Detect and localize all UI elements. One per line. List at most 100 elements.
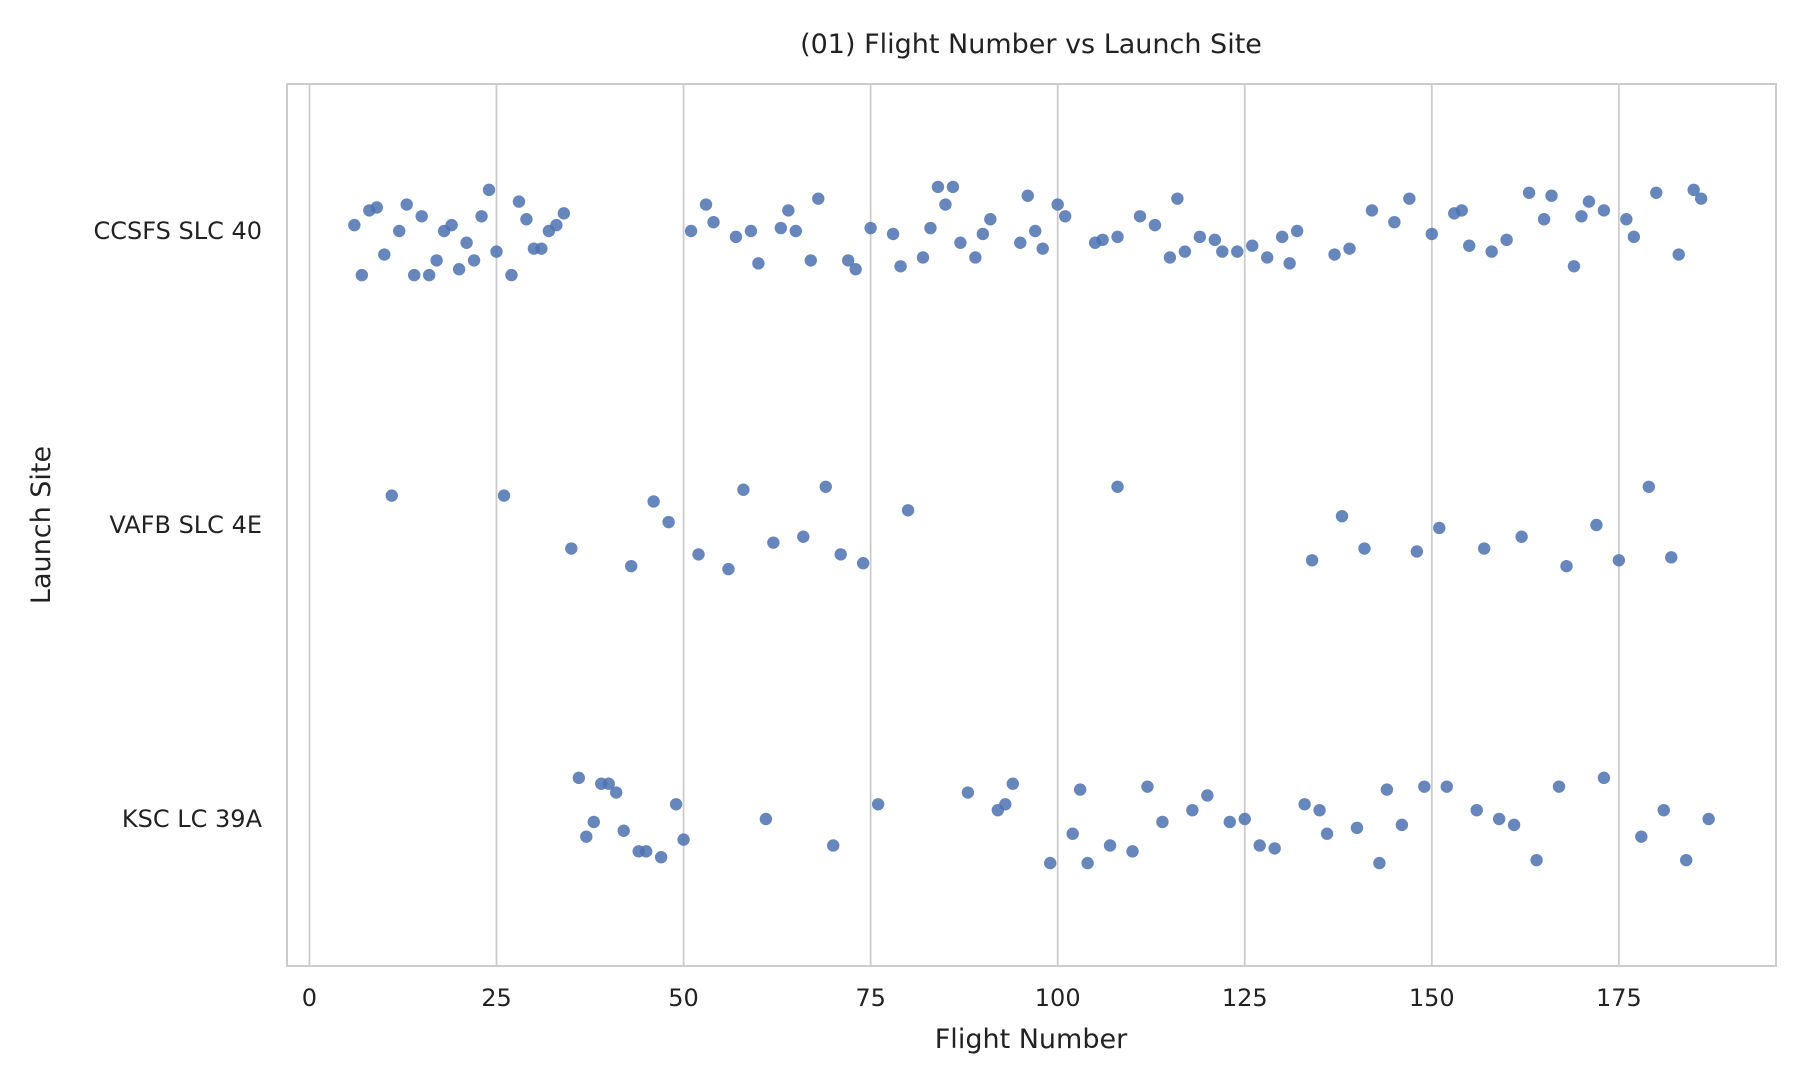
data-point	[969, 251, 982, 264]
data-point	[849, 263, 862, 276]
data-point	[841, 254, 855, 267]
data-point	[475, 210, 488, 223]
data-point	[894, 260, 907, 273]
data-point	[1403, 192, 1416, 205]
y-tick-labels: CCSFS SLC 40 VAFB SLC 4E KSC LC 39A	[93, 217, 262, 833]
data-point	[415, 210, 428, 223]
data-point	[1418, 780, 1431, 793]
data-point	[1343, 242, 1356, 255]
data-point	[1268, 842, 1281, 855]
data-point	[624, 559, 638, 573]
data-point	[378, 248, 391, 261]
data-point	[1560, 559, 1573, 573]
data-point	[1515, 530, 1528, 543]
data-point	[1567, 260, 1581, 273]
x-tick-label: 175	[1596, 984, 1642, 1012]
data-point	[1552, 780, 1566, 793]
data-point	[1246, 239, 1259, 252]
data-point	[1156, 815, 1169, 829]
data-point	[422, 268, 436, 282]
data-point	[1231, 245, 1244, 258]
data-point	[1178, 245, 1192, 258]
data-point	[864, 221, 877, 235]
data-point	[1650, 186, 1663, 199]
data-point	[1470, 803, 1483, 817]
data-point	[699, 198, 713, 211]
data-point	[647, 495, 660, 508]
data-point	[662, 515, 675, 529]
data-point	[1440, 780, 1453, 793]
data-point	[497, 489, 511, 502]
data-point	[729, 230, 743, 244]
data-point	[1657, 803, 1670, 817]
data-point	[1111, 480, 1124, 493]
data-point	[565, 542, 578, 555]
data-point	[774, 221, 788, 235]
data-point	[348, 218, 361, 232]
data-point	[1537, 213, 1551, 226]
data-point	[1680, 853, 1693, 867]
data-point	[856, 557, 870, 570]
x-tick-label: 0	[302, 984, 317, 1012]
data-point	[827, 839, 840, 852]
data-point	[460, 236, 473, 249]
data-point	[1597, 771, 1611, 785]
data-point	[1620, 213, 1633, 226]
data-point	[1290, 224, 1304, 238]
data-point	[1006, 777, 1019, 790]
data-point	[1477, 542, 1491, 555]
data-point	[954, 236, 967, 249]
data-point	[1044, 856, 1057, 870]
chart-title: (01) Flight Number vs Launch Site	[800, 29, 1262, 60]
data-point	[355, 268, 369, 282]
data-point	[1223, 815, 1236, 829]
data-point	[1305, 554, 1319, 567]
data-point	[1283, 257, 1296, 270]
data-point	[1036, 242, 1049, 255]
x-tick-label: 150	[1409, 984, 1455, 1012]
data-point	[684, 224, 698, 238]
data-point	[961, 786, 975, 799]
data-point	[1642, 480, 1655, 493]
data-point	[1111, 230, 1124, 244]
data-point	[1612, 554, 1626, 567]
data-point	[722, 562, 735, 576]
data-point	[1672, 248, 1685, 261]
data-point	[1201, 789, 1214, 802]
data-point	[1358, 542, 1371, 555]
data-point	[617, 824, 630, 837]
data-point	[871, 798, 885, 811]
data-point	[1066, 827, 1079, 840]
data-point	[467, 254, 481, 267]
plot-frame	[286, 83, 1777, 967]
data-point	[1395, 818, 1409, 832]
data-point	[1433, 521, 1446, 535]
data-point	[782, 204, 795, 217]
data-point	[1133, 210, 1147, 223]
data-point	[1687, 183, 1700, 197]
y-tick-label: VAFB SLC 4E	[109, 511, 262, 539]
data-point	[946, 180, 960, 194]
y-tick-label: KSC LC 39A	[122, 805, 263, 833]
data-point	[1171, 192, 1184, 205]
data-point	[1350, 821, 1364, 835]
data-point	[669, 798, 683, 811]
data-point	[639, 845, 653, 858]
data-point	[400, 198, 413, 211]
data-point	[1141, 780, 1154, 793]
data-point	[572, 771, 586, 785]
data-point	[1388, 215, 1401, 229]
data-point	[557, 207, 571, 220]
data-point	[1455, 204, 1468, 217]
data-point	[1320, 827, 1334, 840]
data-point	[1096, 233, 1109, 247]
data-point	[692, 548, 705, 561]
data-point	[1492, 812, 1506, 826]
data-point	[901, 504, 915, 517]
data-point	[512, 195, 526, 208]
data-point	[1590, 518, 1603, 532]
data-point	[1186, 803, 1199, 817]
data-point	[1380, 783, 1394, 796]
data-point	[1328, 248, 1341, 261]
